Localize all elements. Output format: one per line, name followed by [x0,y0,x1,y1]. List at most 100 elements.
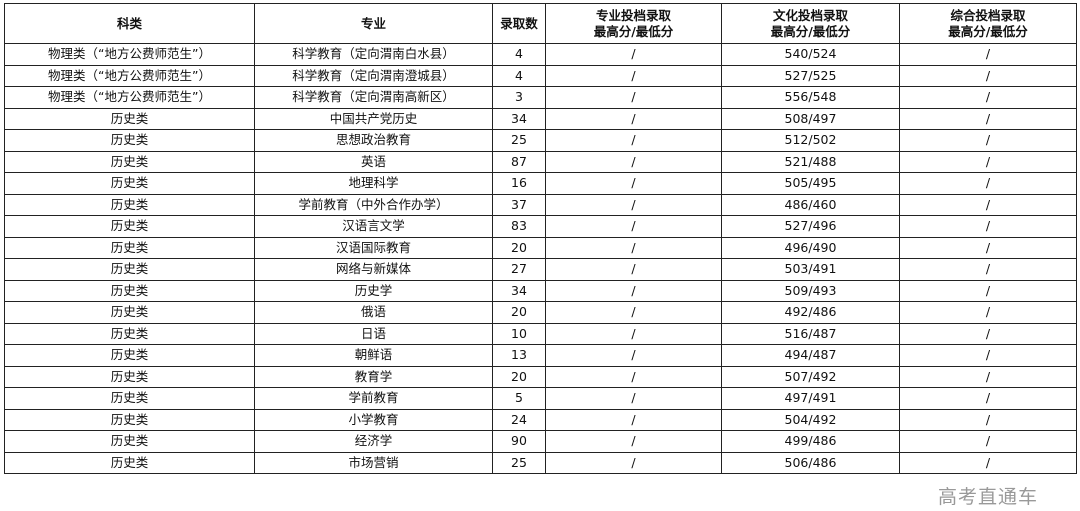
cell-category: 历史类 [4,236,255,259]
cell-culture-score: 486/460 [721,193,900,216]
cell-category: 历史类 [4,193,255,216]
cell-major-score: / [545,86,722,109]
cell-count: 20 [492,365,546,388]
table-row: 历史类 学前教育 5/497/491/ [4,387,1077,410]
cell-culture-score: 496/490 [721,236,900,259]
cell-major: 中国共产党历史 [254,107,493,130]
table-row: 历史类 思想政治教育 25/512/502/ [4,129,1077,152]
cell-culture-score: 504/492 [721,408,900,431]
cell-count: 20 [492,301,546,324]
cell-composite-score: / [899,64,1077,87]
cell-composite-score: / [899,86,1077,109]
cell-composite-score: / [899,43,1077,66]
table-row: 历史类 中国共产党历史 34/508/497/ [4,107,1077,130]
cell-culture-score: 492/486 [721,301,900,324]
header-count: 录取数 [492,3,546,44]
cell-composite-score: / [899,387,1077,410]
cell-culture-score: 505/495 [721,172,900,195]
cell-composite-score: / [899,258,1077,281]
cell-major: 网络与新媒体 [254,258,493,281]
table-row: 历史类 朝鲜语 13/494/487/ [4,344,1077,367]
cell-major: 英语 [254,150,493,173]
cell-major-score: / [545,172,722,195]
admission-table: 科类 专业 录取数 专业投档录取 最高分/最低分 文化投档录取 最高分/最低分 综合投档录… [4,3,1077,474]
cell-count: 25 [492,129,546,152]
cell-category: 历史类 [4,430,255,453]
cell-composite-score: / [899,279,1077,302]
cell-culture-score: 494/487 [721,344,900,367]
cell-culture-score: 506/486 [721,451,900,474]
cell-culture-score: 497/491 [721,387,900,410]
cell-major: 学前教育 [254,387,493,410]
cell-major-score: / [545,387,722,410]
cell-count: 27 [492,258,546,281]
cell-major: 科学教育（定向渭南高新区） [254,86,493,109]
cell-count: 34 [492,279,546,302]
cell-major: 市场营销 [254,451,493,474]
cell-major-score: / [545,107,722,130]
cell-major-score: / [545,215,722,238]
cell-major-score: / [545,322,722,345]
cell-major-score: / [545,279,722,302]
table-row: 历史类 教育学 20/507/492/ [4,365,1077,388]
cell-category: 历史类 [4,258,255,281]
cell-category: 历史类 [4,344,255,367]
cell-category: 物理类（“地方公费师范生”） [4,43,255,66]
cell-major-score: / [545,344,722,367]
cell-composite-score: / [899,215,1077,238]
cell-culture-score: 509/493 [721,279,900,302]
cell-culture-score: 516/487 [721,322,900,345]
cell-category: 历史类 [4,451,255,474]
cell-major: 学前教育（中外合作办学） [254,193,493,216]
cell-composite-score: / [899,193,1077,216]
table-row: 物理类（“地方公费师范生”） 科学教育（定向渭南白水县） 4/540/524/ [4,43,1077,66]
cell-category: 历史类 [4,279,255,302]
cell-major: 经济学 [254,430,493,453]
cell-major-score: / [545,451,722,474]
table-row: 物理类（“地方公费师范生”） 科学教育（定向渭南澄城县） 4/527/525/ [4,64,1077,87]
cell-major-score: / [545,365,722,388]
table-row: 历史类 俄语 20/492/486/ [4,301,1077,324]
table-row: 历史类 市场营销 25/506/486/ [4,451,1077,474]
header-composite-score: 综合投档录取 最高分/最低分 [899,3,1077,44]
cell-composite-score: / [899,430,1077,453]
cell-major-score: / [545,258,722,281]
cell-count: 20 [492,236,546,259]
cell-major: 科学教育（定向渭南白水县） [254,43,493,66]
cell-composite-score: / [899,451,1077,474]
cell-major: 汉语国际教育 [254,236,493,259]
cell-count: 90 [492,430,546,453]
cell-major: 历史学 [254,279,493,302]
table-row: 历史类 英语 87/521/488/ [4,150,1077,173]
cell-major: 汉语言文学 [254,215,493,238]
cell-count: 83 [492,215,546,238]
cell-major: 教育学 [254,365,493,388]
cell-category: 物理类（“地方公费师范生”） [4,64,255,87]
cell-major-score: / [545,193,722,216]
table-row: 历史类 经济学 90/499/486/ [4,430,1077,453]
cell-major-score: / [545,43,722,66]
cell-category: 历史类 [4,107,255,130]
table-row: 物理类（“地方公费师范生”） 科学教育（定向渭南高新区） 3/556/548/ [4,86,1077,109]
cell-count: 13 [492,344,546,367]
cell-category: 历史类 [4,322,255,345]
cell-major: 科学教育（定向渭南澄城县） [254,64,493,87]
table-row: 历史类 学前教育（中外合作办学） 37/486/460/ [4,193,1077,216]
cell-composite-score: / [899,365,1077,388]
cell-count: 4 [492,64,546,87]
cell-culture-score: 556/548 [721,86,900,109]
cell-composite-score: / [899,344,1077,367]
cell-culture-score: 503/491 [721,258,900,281]
cell-culture-score: 508/497 [721,107,900,130]
cell-culture-score: 499/486 [721,430,900,453]
cell-count: 4 [492,43,546,66]
cell-composite-score: / [899,301,1077,324]
cell-count: 24 [492,408,546,431]
cell-major: 思想政治教育 [254,129,493,152]
watermark: 高考直通车 [938,486,1039,508]
cell-count: 3 [492,86,546,109]
table-row: 历史类 汉语言文学 83/527/496/ [4,215,1077,238]
cell-major: 日语 [254,322,493,345]
header-culture-score: 文化投档录取 最高分/最低分 [721,3,900,44]
cell-composite-score: / [899,107,1077,130]
